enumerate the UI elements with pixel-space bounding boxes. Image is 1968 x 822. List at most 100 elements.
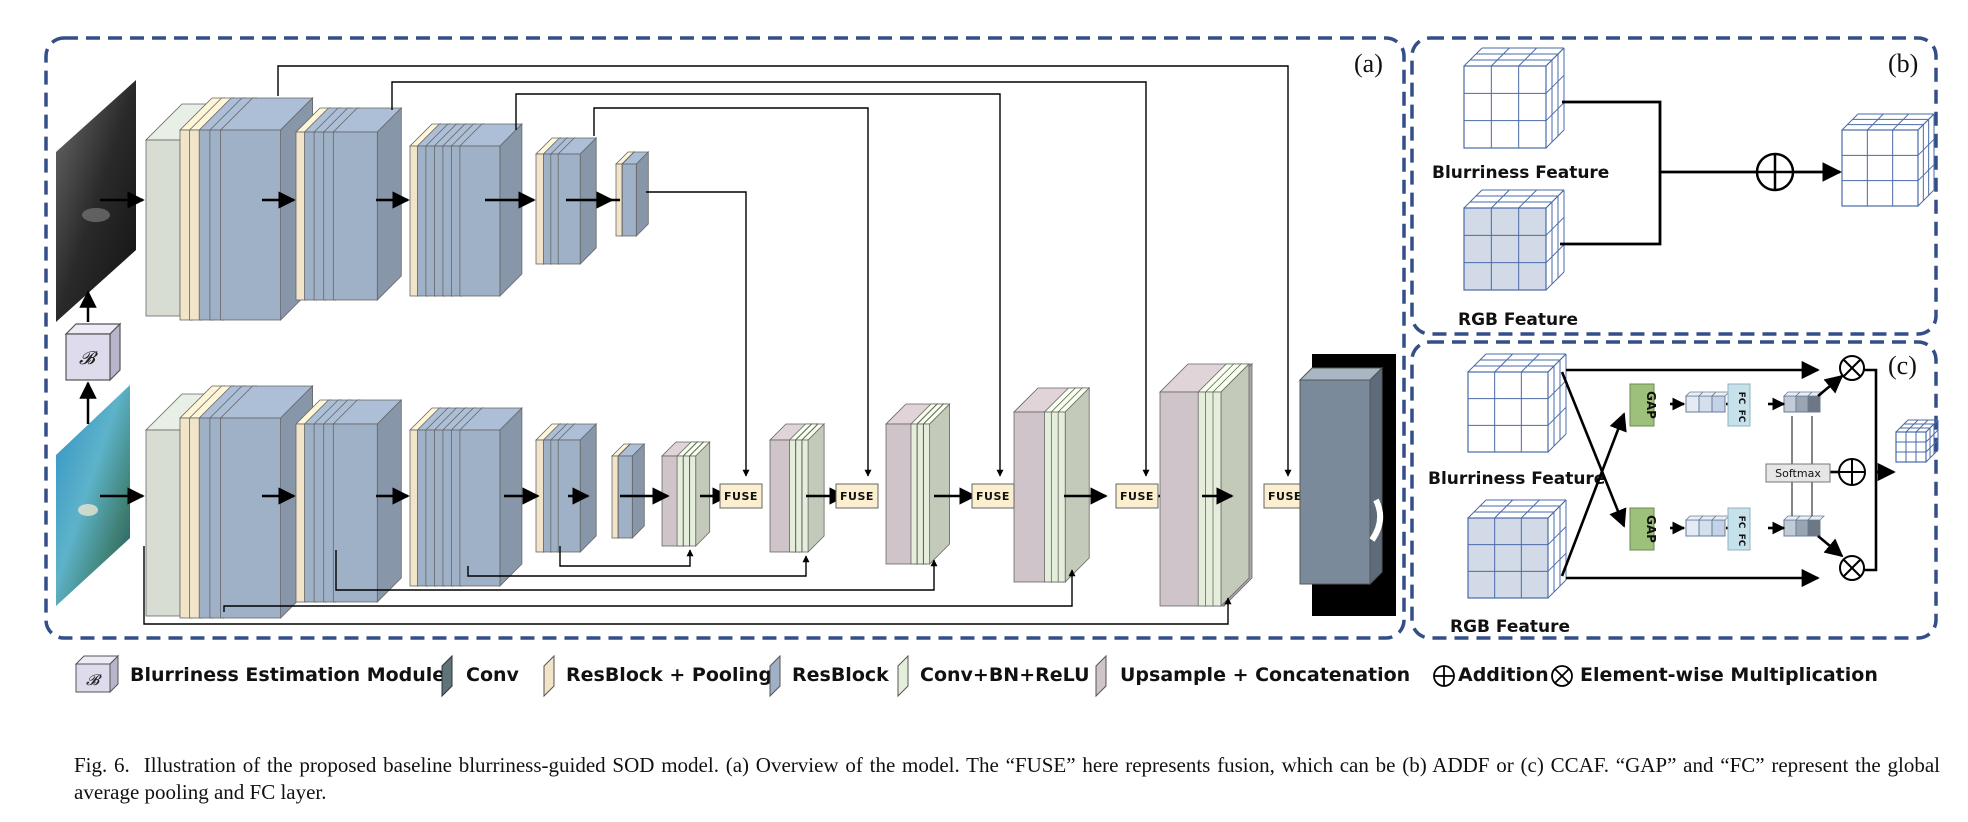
- fuse-node: FUSE: [835, 483, 879, 509]
- panel-c-label: (c): [1888, 351, 1917, 380]
- panel-c-add-icon: [1838, 458, 1866, 486]
- panel-c-fc-bottom: FC FC: [1727, 507, 1751, 551]
- bottom-encoder-stage-5-slab: [617, 443, 646, 539]
- bottom-encoder-stage-3-slab: [458, 407, 523, 587]
- svg-text:𝓑: 𝓑: [86, 671, 102, 689]
- legend-add-icon: [1433, 665, 1455, 687]
- top-encoder-stage-4-slab: [557, 137, 598, 265]
- panel-c-fc-top: FC FC: [1727, 383, 1751, 427]
- decoder-block-2: [769, 423, 826, 553]
- decoder-block-5: [1159, 363, 1253, 607]
- bottom-encoder-stage-4: [535, 423, 598, 553]
- panel-b-label: (b): [1888, 49, 1918, 78]
- skip-connections-bottom: [143, 546, 1232, 625]
- svg-text:GAP: GAP: [1644, 391, 1658, 419]
- panel-c-output-feature-cube: [1895, 419, 1939, 463]
- decoder-block-4: [1013, 387, 1091, 583]
- decoder-block-2-slab: [801, 423, 826, 553]
- panel-c-blurriness-feature-cube: [1467, 353, 1567, 453]
- panel-b-rgb-feature-cube: [1463, 189, 1565, 291]
- top-encoder-stage-2-slab: [332, 107, 403, 301]
- panel-b-frame: [1410, 36, 1938, 336]
- bottom-encoder-stage-1: [179, 385, 314, 619]
- top-encoder-stage-3-slab: [458, 123, 523, 297]
- svg-text:FC: FC: [1736, 534, 1746, 547]
- bottom-encoder-stage-2: [295, 399, 403, 603]
- caption-lead: Fig. 6.: [74, 753, 130, 777]
- fuse-label: FUSE: [1268, 490, 1302, 503]
- fuse-node: FUSE: [971, 483, 1015, 509]
- panel-c-softmax: Softmax: [1765, 463, 1831, 483]
- panel-b-top-label: Blurriness Feature: [1432, 163, 1609, 183]
- fuse-label: FUSE: [724, 490, 758, 503]
- panel-c-gap-vector-bottom: [1685, 515, 1730, 537]
- bottom-encoder-stage-4-slab: [557, 423, 598, 553]
- fuse-label: FUSE: [840, 490, 874, 503]
- panel-b-add-icon: [1755, 152, 1795, 192]
- legend-conv-bn-relu-icon: [897, 654, 909, 698]
- legend-upsample-label: Upsample + Concatenation: [1120, 664, 1410, 686]
- panel-a-label: (a): [1354, 49, 1383, 78]
- panel-c-softmax-lines: [1791, 416, 1813, 516]
- legend-add-label: Addition: [1458, 664, 1549, 686]
- panel-c-ccaf: [1467, 353, 1939, 599]
- svg-text:Softmax: Softmax: [1775, 467, 1821, 480]
- svg-text:FC: FC: [1736, 392, 1746, 405]
- top-encoder-stage-5: [615, 151, 650, 237]
- panel-c-top-label: Blurriness Feature: [1428, 469, 1605, 489]
- svg-text:GAP: GAP: [1644, 515, 1658, 543]
- svg-text:𝓑: 𝓑: [79, 348, 98, 369]
- panel-b-connectors: [1560, 100, 1842, 246]
- svg-text:FC: FC: [1736, 410, 1746, 423]
- top-encoder-stage-5-slab: [621, 151, 650, 237]
- top-encoder-stage-3: [409, 123, 523, 297]
- fuse-node: FUSE: [1115, 483, 1159, 509]
- model-figure: (a) (b) (c) 𝓑: [44, 36, 1939, 698]
- legend-conv-bn-relu-label: Conv+BN+ReLU: [920, 664, 1090, 686]
- top-encoder-stage-4: [535, 137, 598, 265]
- panel-c-connectors: [1560, 360, 1896, 588]
- rgb-input-image: [56, 385, 130, 606]
- fuse-node: FUSE: [719, 483, 763, 509]
- legend-blur-icon: 𝓑: [74, 654, 120, 694]
- bottom-encoder-stage-5: [611, 443, 646, 539]
- legend: 𝓑 Blurriness Estimation Module Conv ResB…: [74, 654, 1878, 698]
- caption-text: Illustration of the proposed baseline bl…: [74, 753, 1940, 804]
- legend-resblock-pool-icon: [543, 654, 555, 698]
- decoder-block-3-slab: [922, 403, 951, 565]
- panel-b-output-feature-cube: [1841, 113, 1935, 207]
- decoder-block-5-slab: [1212, 363, 1250, 607]
- panel-b-blurriness-feature-cube: [1463, 47, 1565, 149]
- legend-resblock-icon: [769, 654, 781, 698]
- panel-c-mul-top-icon: [1839, 355, 1865, 381]
- svg-text:FC: FC: [1736, 516, 1746, 529]
- panel-c-gap-bottom: GAP: [1629, 507, 1658, 551]
- fuse-nodes: FUSE FUSE FUSE FUSE FUSE: [719, 483, 1307, 509]
- panel-c-rgb-feature-cube: [1467, 499, 1567, 599]
- legend-conv-label: Conv: [466, 664, 520, 686]
- legend-mul-icon: [1551, 665, 1573, 687]
- bottom-encoder-stage-2-slab: [332, 399, 403, 603]
- legend-mul-label: Element-wise Multiplication: [1580, 664, 1878, 686]
- bottom-encoder-stage-3: [409, 407, 523, 587]
- top-encoder-stage-1: [179, 97, 314, 321]
- panel-c-frame: [1410, 340, 1938, 640]
- figure-caption: Fig. 6. Illustration of the proposed base…: [74, 752, 1940, 806]
- panel-b-bottom-label: RGB Feature: [1458, 310, 1578, 330]
- legend-upsample-icon: [1095, 654, 1107, 698]
- decoder-block-3: [885, 403, 951, 565]
- panel-b-addf: [1463, 47, 1935, 291]
- output-saliency-map: [1298, 354, 1396, 616]
- panel-c-weight-vector-bottom: [1783, 515, 1825, 537]
- fuse-label: FUSE: [976, 490, 1010, 503]
- skip-connections-top: [277, 65, 1292, 477]
- legend-conv-icon: [441, 654, 453, 698]
- panel-c-bottom-label: RGB Feature: [1450, 617, 1570, 637]
- panel-a-frame: [44, 36, 1406, 640]
- blurriness-map-image: [56, 80, 136, 322]
- decoder-block-4-slab: [1057, 387, 1091, 583]
- panel-c-weight-vector-top: [1783, 391, 1825, 413]
- panel-c-gap-top: GAP: [1629, 383, 1658, 427]
- legend-resblock-pool-label: ResBlock + Pooling: [566, 664, 772, 686]
- top-encoder-stage-2: [295, 107, 403, 301]
